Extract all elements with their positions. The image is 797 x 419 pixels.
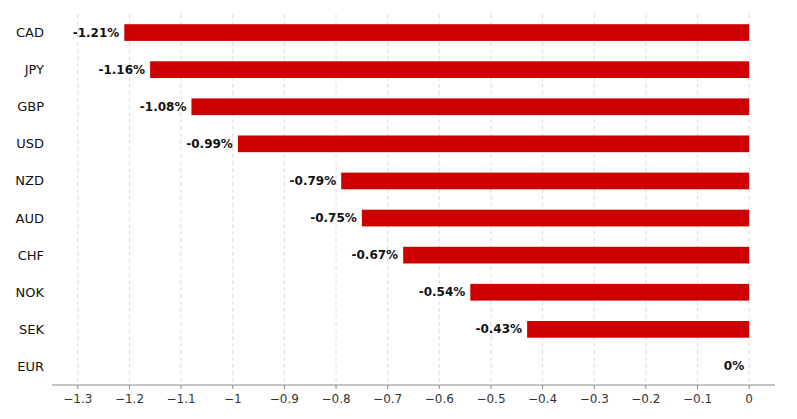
data-labels: -1.21% -1.16% -1.08% -0.99% -0.79% -0.75% -0.6… <box>73 26 745 374</box>
category-label: SEK <box>19 322 44 337</box>
chart: −1.3 −1.2 −1.1 −1 −0.9 −0.8 −0.7 −0.6 −0.5 −0.4 −0… <box>0 0 797 419</box>
tick-mark <box>697 385 698 389</box>
category-label: NZD <box>15 173 44 188</box>
bar <box>124 24 749 41</box>
tick-label: −1.3 <box>63 392 92 406</box>
bar <box>150 61 749 78</box>
grid-line <box>77 14 78 385</box>
category-label: GBP <box>17 99 44 114</box>
bar <box>470 284 749 301</box>
chart-container: −1.3 −1.2 −1.1 −1 −0.9 −0.8 −0.7 −0.6 −0.5 −0.4 −0… <box>0 0 797 419</box>
bar <box>362 210 749 227</box>
bars <box>124 24 749 337</box>
tick-label: −0.9 <box>270 392 299 406</box>
tick-label: −0.2 <box>631 392 660 406</box>
data-label: -1.08% <box>140 100 187 114</box>
data-label: 0% <box>724 359 744 373</box>
tick-label: 0 <box>745 392 753 406</box>
bar <box>749 358 750 375</box>
tick-label: −0.8 <box>321 392 350 406</box>
data-label: -1.16% <box>98 63 145 77</box>
bar <box>403 247 749 264</box>
tick-mark <box>336 385 337 389</box>
bar <box>191 98 749 115</box>
tick-label: −0.6 <box>425 392 454 406</box>
bar <box>527 321 749 338</box>
tick-mark <box>490 385 491 389</box>
bar <box>238 136 749 153</box>
tick-mark <box>594 385 595 389</box>
tick-mark <box>181 385 182 389</box>
tick-mark <box>129 385 130 389</box>
tick-label: −1.2 <box>115 392 144 406</box>
tick-label: −0.4 <box>528 392 557 406</box>
category-label: CHF <box>18 248 44 263</box>
tick-label: −0.3 <box>580 392 609 406</box>
y-axis: CAD JPY GBP USD NZD AUD CHF NOK SEK EUR <box>15 25 44 374</box>
tick-label: −0.5 <box>476 392 505 406</box>
tick-mark <box>387 385 388 389</box>
category-label: JPY <box>24 62 44 77</box>
bar <box>341 173 749 190</box>
category-label: USD <box>16 136 44 151</box>
x-axis: −1.3 −1.2 −1.1 −1 −0.9 −0.8 −0.7 −0.6 −0.5 −0.4 −0… <box>52 385 775 406</box>
category-label: NOK <box>16 285 45 300</box>
tick-label: −0.1 <box>683 392 712 406</box>
tick-label: −1.1 <box>167 392 196 406</box>
tick-label: −0.7 <box>373 392 402 406</box>
data-label: -0.43% <box>475 322 522 336</box>
data-label: -0.67% <box>352 248 399 262</box>
data-label: -1.21% <box>73 26 120 40</box>
tick-mark <box>439 385 440 389</box>
data-label: -0.75% <box>310 211 357 225</box>
category-label: CAD <box>16 25 44 40</box>
tick-mark <box>77 385 78 389</box>
category-label: AUD <box>16 211 44 226</box>
tick-mark <box>645 385 646 389</box>
data-label: -0.79% <box>290 174 337 188</box>
tick-mark <box>542 385 543 389</box>
data-label: -0.54% <box>419 285 466 299</box>
tick-mark <box>232 385 233 389</box>
tick-label: −1 <box>224 392 242 406</box>
data-label: -0.99% <box>186 137 233 151</box>
axis-line <box>52 385 775 386</box>
tick-mark <box>749 385 750 389</box>
category-label: EUR <box>17 359 44 374</box>
grid <box>78 14 749 385</box>
tick-mark <box>284 385 285 389</box>
